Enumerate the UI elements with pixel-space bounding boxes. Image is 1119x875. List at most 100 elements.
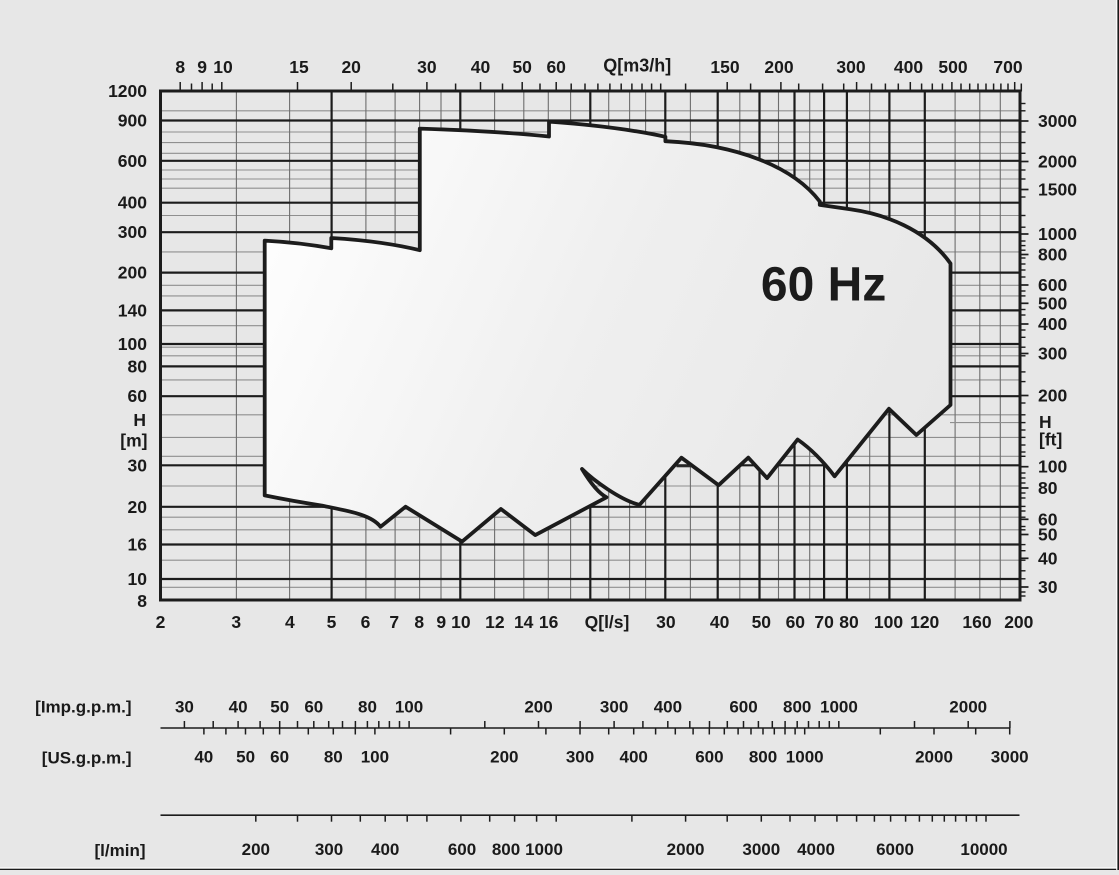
svg-text:30: 30: [656, 612, 676, 632]
svg-text:300: 300: [315, 840, 343, 859]
svg-text:7: 7: [389, 612, 399, 632]
svg-text:400: 400: [620, 748, 648, 767]
svg-text:800: 800: [1038, 245, 1067, 265]
svg-text:50: 50: [270, 698, 289, 717]
svg-text:8: 8: [414, 612, 424, 632]
svg-text:80: 80: [128, 356, 148, 376]
svg-text:200: 200: [524, 698, 552, 717]
svg-text:H: H: [133, 410, 146, 430]
svg-text:H: H: [1039, 412, 1052, 432]
svg-text:200: 200: [242, 840, 270, 859]
svg-text:3000: 3000: [1038, 111, 1077, 131]
svg-text:[l/min]: [l/min]: [95, 841, 146, 860]
svg-text:400: 400: [654, 698, 682, 717]
svg-text:10: 10: [213, 57, 233, 77]
svg-text:300: 300: [600, 698, 628, 717]
svg-text:2: 2: [156, 612, 166, 632]
svg-text:100: 100: [361, 748, 389, 767]
svg-text:Q[m3/h]: Q[m3/h]: [603, 56, 671, 76]
svg-text:40: 40: [229, 698, 248, 717]
svg-text:100: 100: [395, 698, 423, 717]
svg-text:500: 500: [1038, 293, 1067, 313]
svg-text:3000: 3000: [991, 748, 1029, 767]
svg-text:1000: 1000: [820, 698, 858, 717]
svg-text:100: 100: [118, 334, 147, 354]
svg-text:150: 150: [710, 57, 739, 77]
svg-text:14: 14: [514, 612, 534, 632]
svg-text:9: 9: [436, 612, 446, 632]
svg-text:10000: 10000: [960, 840, 1007, 859]
svg-text:Q[l/s]: Q[l/s]: [585, 612, 630, 632]
svg-text:20: 20: [128, 497, 148, 517]
svg-text:400: 400: [118, 193, 147, 213]
svg-text:70: 70: [814, 612, 834, 632]
svg-text:3: 3: [231, 612, 241, 632]
svg-text:4000: 4000: [797, 840, 835, 859]
svg-text:400: 400: [371, 840, 399, 859]
svg-text:800: 800: [749, 748, 777, 767]
svg-text:50: 50: [512, 57, 532, 77]
svg-text:600: 600: [448, 840, 476, 859]
svg-text:300: 300: [1038, 344, 1067, 364]
svg-text:60: 60: [270, 748, 289, 767]
svg-text:40: 40: [710, 612, 730, 632]
svg-text:120: 120: [910, 612, 939, 632]
svg-text:10: 10: [451, 612, 471, 632]
svg-text:[m]: [m]: [120, 431, 147, 451]
svg-text:800: 800: [492, 840, 520, 859]
svg-text:80: 80: [358, 698, 377, 717]
svg-text:50: 50: [236, 748, 255, 767]
svg-text:30: 30: [417, 57, 437, 77]
svg-text:100: 100: [874, 612, 903, 632]
svg-text:[US.g.p.m.]: [US.g.p.m.]: [42, 749, 132, 768]
svg-text:8: 8: [175, 57, 185, 77]
svg-text:3000: 3000: [742, 840, 780, 859]
svg-text:700: 700: [993, 57, 1022, 77]
svg-text:2000: 2000: [949, 698, 987, 717]
svg-text:200: 200: [1038, 386, 1067, 406]
svg-text:600: 600: [1038, 275, 1067, 295]
svg-text:140: 140: [118, 300, 147, 320]
svg-text:600: 600: [695, 748, 723, 767]
svg-text:12: 12: [485, 612, 505, 632]
svg-text:60: 60: [128, 386, 148, 406]
svg-text:80: 80: [839, 612, 859, 632]
svg-text:40: 40: [1038, 548, 1058, 568]
svg-text:1200: 1200: [108, 81, 147, 101]
svg-text:400: 400: [894, 57, 923, 77]
svg-text:200: 200: [1004, 612, 1033, 632]
svg-text:60: 60: [1038, 509, 1058, 529]
svg-text:2000: 2000: [915, 748, 953, 767]
svg-text:6000: 6000: [876, 840, 914, 859]
svg-text:16: 16: [539, 612, 559, 632]
svg-text:60 Hz: 60 Hz: [761, 259, 886, 312]
svg-text:80: 80: [1038, 478, 1058, 498]
svg-text:16: 16: [128, 535, 148, 555]
svg-text:60: 60: [304, 698, 323, 717]
svg-text:6: 6: [361, 612, 371, 632]
svg-text:4: 4: [285, 612, 295, 632]
svg-text:1000: 1000: [525, 840, 563, 859]
svg-text:30: 30: [1038, 577, 1058, 597]
svg-text:40: 40: [471, 57, 491, 77]
svg-text:20: 20: [341, 57, 361, 77]
svg-text:8: 8: [137, 591, 147, 611]
svg-text:10: 10: [128, 569, 148, 589]
svg-text:30: 30: [175, 698, 194, 717]
svg-text:500: 500: [938, 57, 967, 77]
svg-text:800: 800: [783, 698, 811, 717]
svg-text:300: 300: [118, 222, 147, 242]
svg-text:2000: 2000: [1038, 152, 1077, 172]
svg-text:60: 60: [786, 612, 806, 632]
svg-text:9: 9: [197, 57, 207, 77]
svg-text:200: 200: [490, 748, 518, 767]
svg-text:1000: 1000: [1038, 224, 1077, 244]
svg-text:[ft]: [ft]: [1039, 430, 1062, 450]
svg-text:40: 40: [194, 748, 213, 767]
svg-text:50: 50: [1038, 525, 1058, 545]
svg-text:900: 900: [118, 111, 147, 131]
svg-text:2000: 2000: [667, 840, 705, 859]
svg-text:400: 400: [1038, 314, 1067, 334]
svg-text:300: 300: [566, 748, 594, 767]
svg-text:30: 30: [128, 455, 148, 475]
